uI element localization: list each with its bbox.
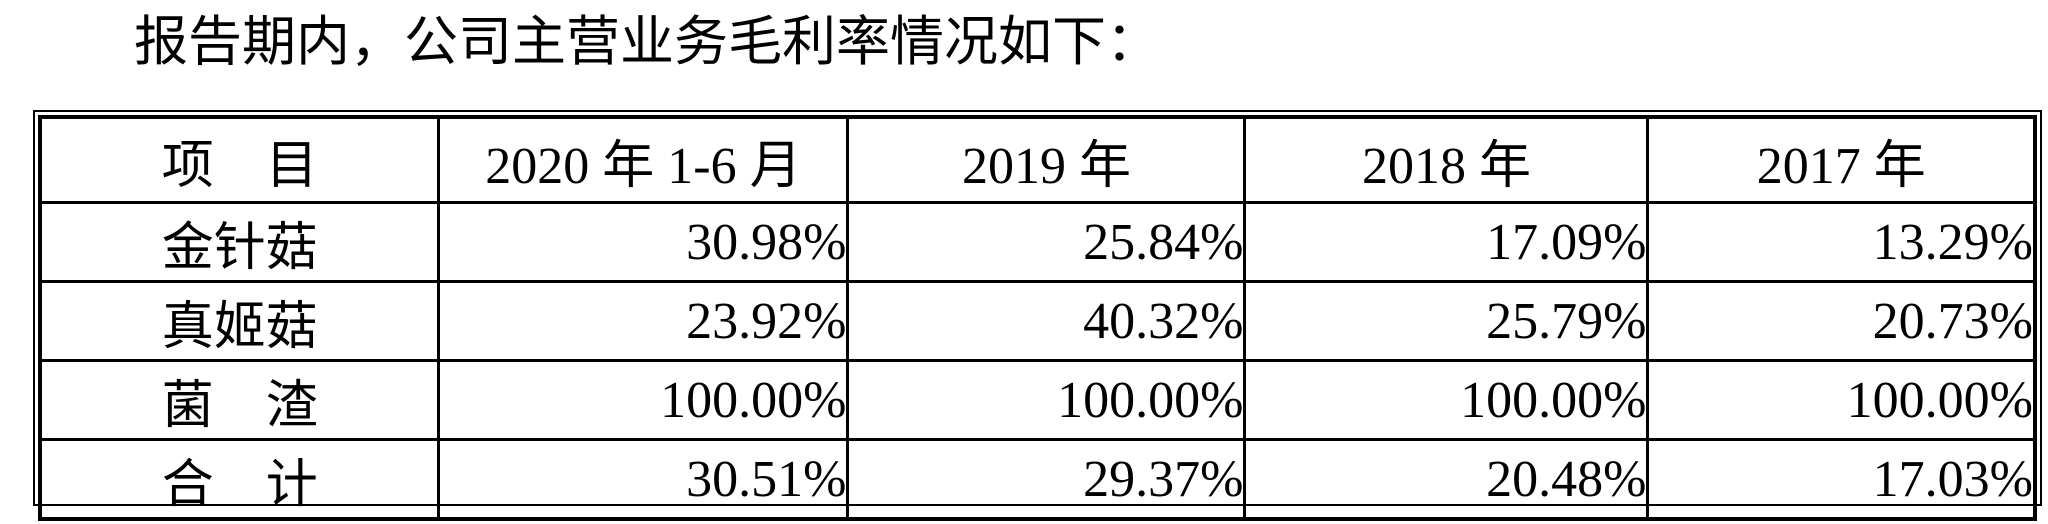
column-header-2019: 2019 年 bbox=[846, 115, 1247, 204]
value-cell: 17.09% bbox=[1243, 201, 1650, 283]
value-cell: 20.48% bbox=[1243, 438, 1650, 521]
value-cell: 30.51% bbox=[437, 438, 850, 521]
value-cell: 20.73% bbox=[1646, 280, 2037, 362]
value-cell: 100.00% bbox=[437, 359, 850, 441]
value-cell: 29.37% bbox=[846, 438, 1247, 521]
value-cell: 23.92% bbox=[437, 280, 850, 362]
value-cell: 13.29% bbox=[1646, 201, 2037, 283]
value-cell: 100.00% bbox=[1646, 359, 2037, 441]
value-cell: 30.98% bbox=[437, 201, 850, 283]
column-header-2020h1: 2020 年 1-6 月 bbox=[437, 115, 850, 204]
column-header-2018: 2018 年 bbox=[1243, 115, 1650, 204]
header-row: 项 目 2020 年 1-6 月 2019 年 2018 年 2017 年 bbox=[38, 115, 2037, 204]
gross-margin-table: 项 目 2020 年 1-6 月 2019 年 2018 年 2017 年 金针… bbox=[38, 115, 2037, 521]
table-row-shimeji: 真姬菇 23.92% 40.32% 25.79% 20.73% bbox=[38, 280, 2037, 362]
page-title: 报告期内，公司主营业务毛利率情况如下： bbox=[134, 12, 1160, 72]
item-cell: 菌 渣 bbox=[38, 359, 441, 441]
table-row-total: 合 计 30.51% 29.37% 20.48% 17.03% bbox=[38, 438, 2037, 521]
value-cell: 25.84% bbox=[846, 201, 1247, 283]
value-cell: 40.32% bbox=[846, 280, 1247, 362]
gross-margin-table-border: 项 目 2020 年 1-6 月 2019 年 2018 年 2017 年 金针… bbox=[33, 110, 2042, 521]
value-cell: 100.00% bbox=[846, 359, 1247, 441]
item-cell: 合 计 bbox=[38, 438, 441, 521]
value-cell: 17.03% bbox=[1646, 438, 2037, 521]
item-cell: 金针菇 bbox=[38, 201, 441, 283]
table-row-residue: 菌 渣 100.00% 100.00% 100.00% 100.00% bbox=[38, 359, 2037, 441]
column-header-item: 项 目 bbox=[38, 115, 441, 204]
value-cell: 25.79% bbox=[1243, 280, 1650, 362]
value-cell: 100.00% bbox=[1243, 359, 1650, 441]
item-cell: 真姬菇 bbox=[38, 280, 441, 362]
column-header-2017: 2017 年 bbox=[1646, 115, 2037, 204]
table-row-enoki: 金针菇 30.98% 25.84% 17.09% 13.29% bbox=[38, 201, 2037, 283]
